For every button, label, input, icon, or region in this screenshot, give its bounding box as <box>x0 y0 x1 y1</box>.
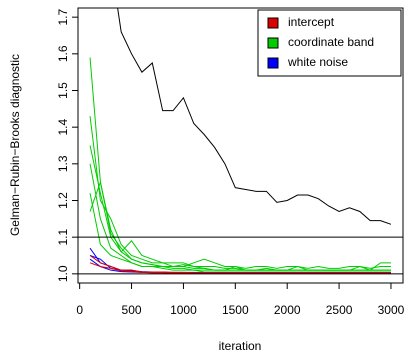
y-tick-label: 1.2 <box>56 192 70 209</box>
y-tick-label: 1.0 <box>56 265 70 282</box>
series-line <box>89 116 391 271</box>
x-tick-label: 3000 <box>378 303 405 317</box>
series-line <box>89 180 391 271</box>
series-line <box>89 163 391 273</box>
legend-label: coordinate band <box>288 35 374 49</box>
series-line <box>89 193 391 271</box>
y-tick-label: 1.5 <box>56 82 70 99</box>
x-tick-label: 0 <box>76 303 83 317</box>
plot-frame <box>77 7 404 284</box>
y-tick-label: 1.3 <box>56 155 70 172</box>
x-axis-label: iteration <box>219 339 262 353</box>
x-tick-label: 500 <box>122 303 142 317</box>
plot-area <box>89 8 392 274</box>
series-line <box>89 145 391 271</box>
legend-label: white noise <box>287 55 348 69</box>
series-line <box>89 262 391 274</box>
y-tick-label: 1.1 <box>56 229 70 246</box>
x-tick-label: 1000 <box>170 303 197 317</box>
y-tick-label: 1.7 <box>56 9 70 26</box>
legend-swatch <box>267 37 279 49</box>
y-tick-label: 1.6 <box>56 45 70 62</box>
x-tick-label: 2500 <box>326 303 353 317</box>
x-tick-label: 1500 <box>222 303 249 317</box>
legend-swatch <box>267 57 279 69</box>
legend-swatch <box>267 17 279 29</box>
legend-label: intercept <box>288 15 335 29</box>
series-line <box>117 8 392 225</box>
legend-box <box>257 9 402 77</box>
y-tick-label: 1.4 <box>56 119 70 136</box>
x-tick-label: 2000 <box>274 303 301 317</box>
y-axis-label: Gelman−Rubin−Brooks diagnostic <box>8 54 22 236</box>
